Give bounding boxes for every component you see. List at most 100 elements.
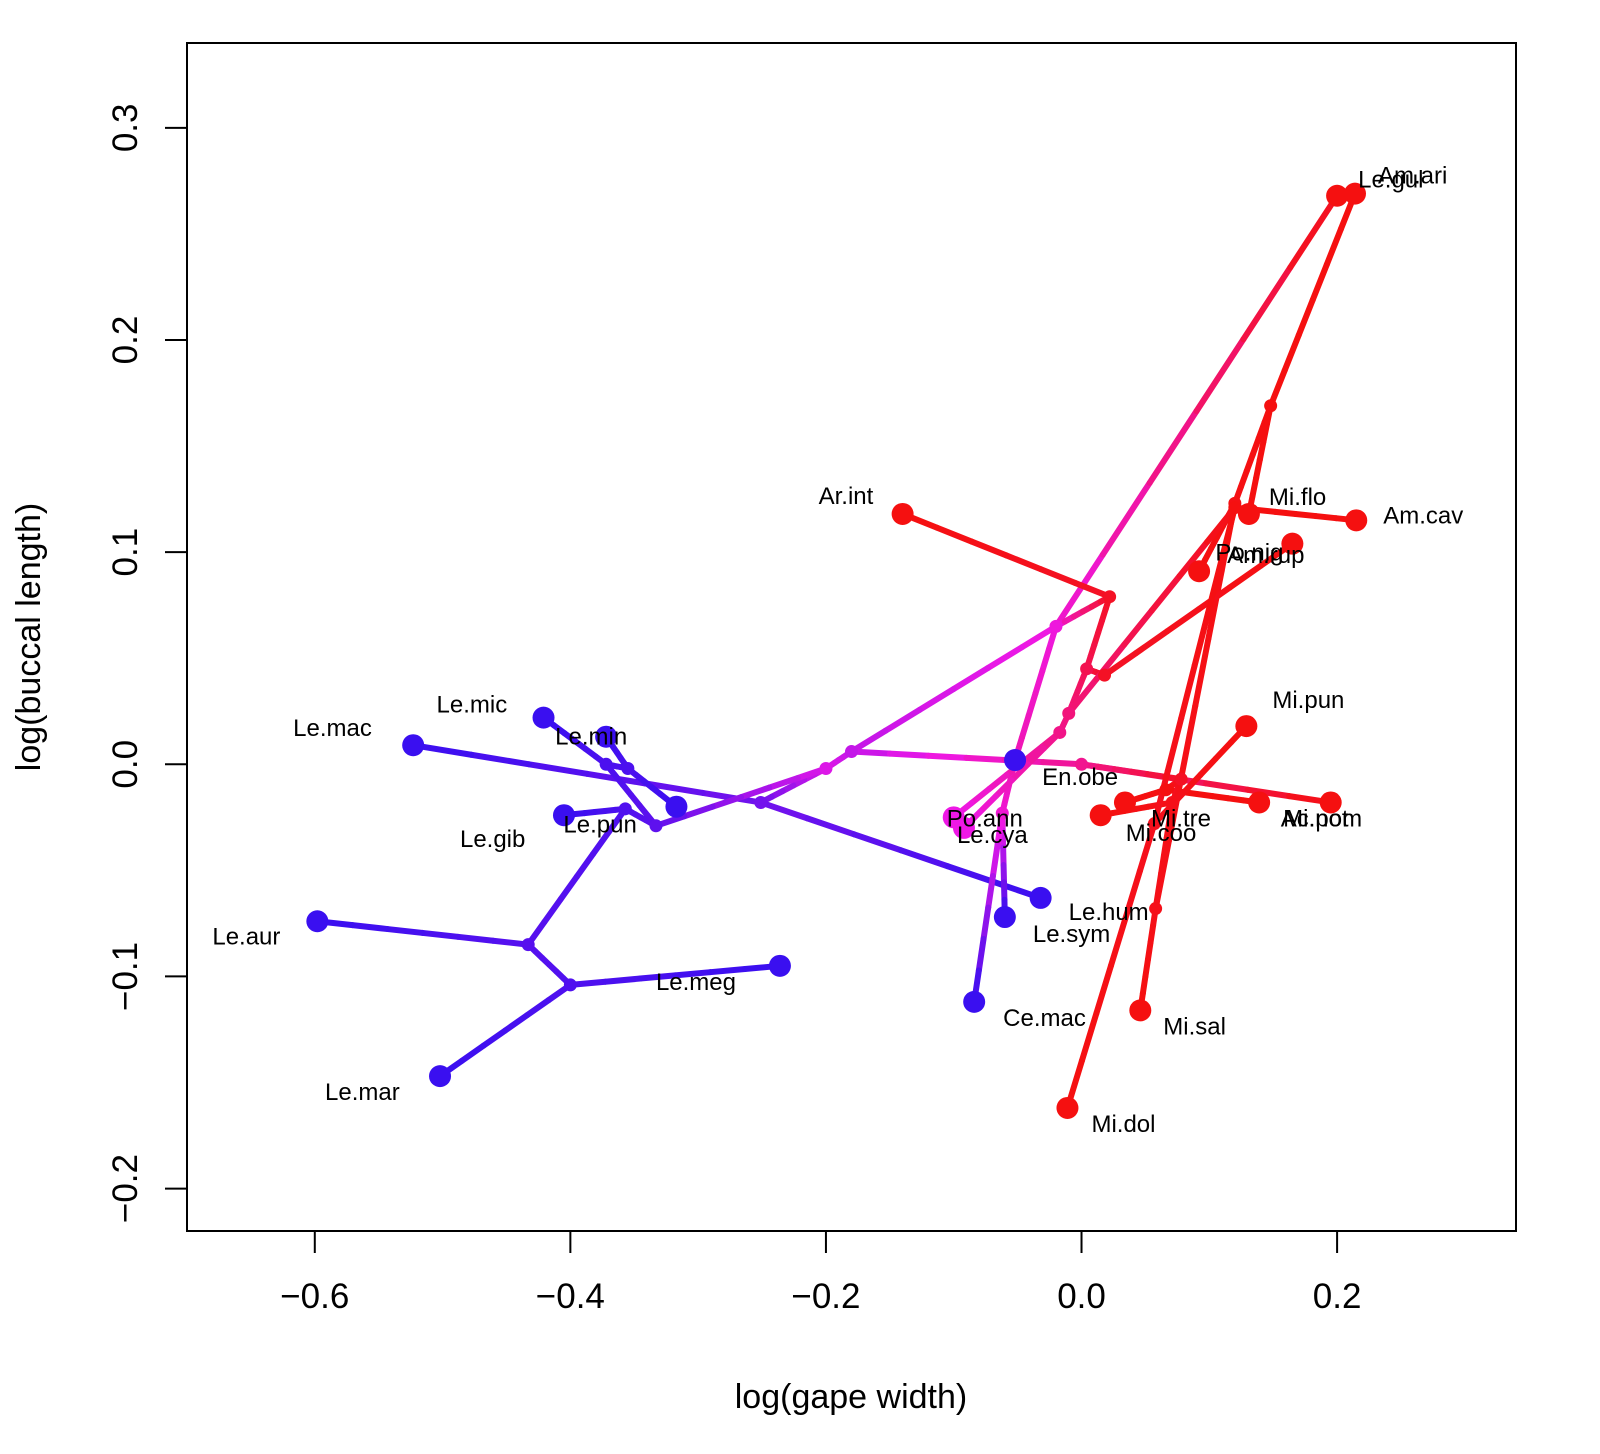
y-tick-label: 0.3 [106, 104, 145, 153]
tree-branch-segment [1309, 261, 1330, 303]
tip-label: Le.cya [957, 822, 1028, 849]
tree-branch-segment [1197, 755, 1219, 778]
internal-node-point [1103, 590, 1117, 604]
tree-branch-segment [886, 750, 932, 759]
tip-point [595, 725, 618, 748]
tree-branch-segment [1218, 504, 1238, 564]
tip-label: Mi.tre [1151, 805, 1211, 832]
x-tick-label: −0.2 [791, 1277, 860, 1316]
internal-node-point [599, 757, 613, 771]
tree-branch-segment [681, 803, 716, 820]
tip-point [1129, 999, 1152, 1022]
tree-branch-segment [882, 706, 923, 734]
internal-node-point [1174, 772, 1188, 786]
internal-node-point [1062, 706, 1076, 720]
tree-branch-segment [1122, 868, 1143, 922]
internal-node-point [649, 819, 663, 833]
tip-point [1248, 791, 1271, 814]
tree-branch-segment [968, 538, 1010, 559]
tree-branch-segment [1107, 915, 1129, 969]
tree-branch-segment [989, 841, 1001, 880]
plot-frame [186, 42, 1517, 1232]
tip-label: Ce.mac [1003, 1005, 1086, 1032]
internal-node-point [1147, 817, 1161, 831]
y-tick-label: 0.0 [106, 740, 145, 789]
tree-branch-segment [1256, 438, 1267, 463]
tip-point [665, 795, 688, 818]
tree-branch-segment [349, 922, 391, 933]
internal-node-point [1159, 783, 1173, 797]
tree-branch-segment [1253, 456, 1263, 481]
tree-branch-segment [589, 828, 613, 858]
y-tick-label: −0.1 [106, 942, 145, 1011]
tree-branch-segment [1148, 573, 1183, 614]
tree-branch-segment [454, 933, 497, 944]
tip-label: Mi.sal [1163, 1013, 1226, 1040]
tree-branch-segment [458, 1042, 487, 1064]
tree-branch-segment [984, 644, 1025, 672]
tree-branch-segment [641, 780, 706, 796]
tree-branch-segment [1191, 609, 1212, 669]
internal-node-point [1228, 501, 1242, 515]
internal-node-point [1053, 725, 1067, 739]
tree-branch-segment [925, 752, 970, 761]
tree-branch-segment [526, 761, 590, 777]
tree-branch-segment [1018, 712, 1032, 741]
tree-branch-segment [1205, 557, 1225, 616]
tree-branch-segment [1193, 336, 1247, 415]
tree-branch-segment [851, 831, 904, 854]
tree-branch-segment [1099, 479, 1153, 558]
tree-branch-segment [1024, 745, 1047, 768]
tree-branch-segment [523, 997, 552, 1019]
tip-label: Am.ari [1378, 163, 1447, 190]
tip-point [1326, 184, 1349, 207]
tree-branch-segment [1244, 786, 1293, 800]
tip-label: Am.rup [1227, 542, 1304, 569]
x-tick-label: 0.2 [1313, 1277, 1362, 1316]
tree-branch-segment [985, 873, 996, 911]
tip-point [768, 954, 791, 977]
tree-branch-segment [975, 935, 987, 974]
internal-node-point [819, 762, 833, 776]
tree-branch-segment [1226, 562, 1265, 591]
tip-point [1004, 749, 1027, 772]
x-tick-label: −0.4 [536, 1277, 605, 1316]
tree-branch-segment [757, 799, 811, 822]
internal-node-point [621, 762, 635, 776]
tree-branch-segment [1323, 225, 1344, 268]
tree-branch-segment [1136, 820, 1158, 875]
internal-node-point [1098, 668, 1112, 682]
tree-branch-segment [1146, 408, 1200, 486]
x-axis: −0.6 −0.4 −0.2 0.0 0.2 [280, 1230, 1362, 1316]
tree-branch-segment [1179, 702, 1199, 777]
tree-branch-segment [804, 815, 858, 838]
tree-branch-segment [384, 926, 426, 936]
tree-branch-segment [766, 775, 801, 791]
tree-branch-segment [1176, 538, 1211, 580]
tree-branch-segment [934, 524, 975, 545]
tree-branch-segment [419, 929, 461, 940]
tree-branch-segment [707, 966, 749, 976]
tree-branch-segment [1249, 474, 1260, 499]
tip-point [532, 706, 555, 729]
tip-label: Po.nig [1215, 540, 1283, 567]
y-tick-label: −0.2 [106, 1154, 145, 1223]
tree-branch-segment [502, 1012, 530, 1034]
tip-point [1319, 791, 1342, 814]
tip-label: Le.min [555, 724, 627, 751]
tree-branch-segment [1093, 962, 1114, 1017]
tip-label: Le.mac [293, 715, 372, 742]
tip-point [1029, 886, 1052, 909]
tip-point [952, 816, 975, 839]
tree-branch-segment [637, 972, 679, 982]
tip-label: Le.hum [1069, 899, 1149, 926]
tree-branch-segment [848, 727, 889, 755]
tree-branch-segment [897, 847, 951, 870]
internal-node-point [1075, 757, 1089, 771]
tree-branch-segment [963, 754, 1008, 764]
tip-point [963, 990, 986, 1013]
tree-branch-segment [1121, 607, 1155, 648]
tree-branch-segment [1003, 552, 1044, 573]
tree-branch-segment [1281, 332, 1302, 374]
internal-node-point [995, 806, 1009, 820]
